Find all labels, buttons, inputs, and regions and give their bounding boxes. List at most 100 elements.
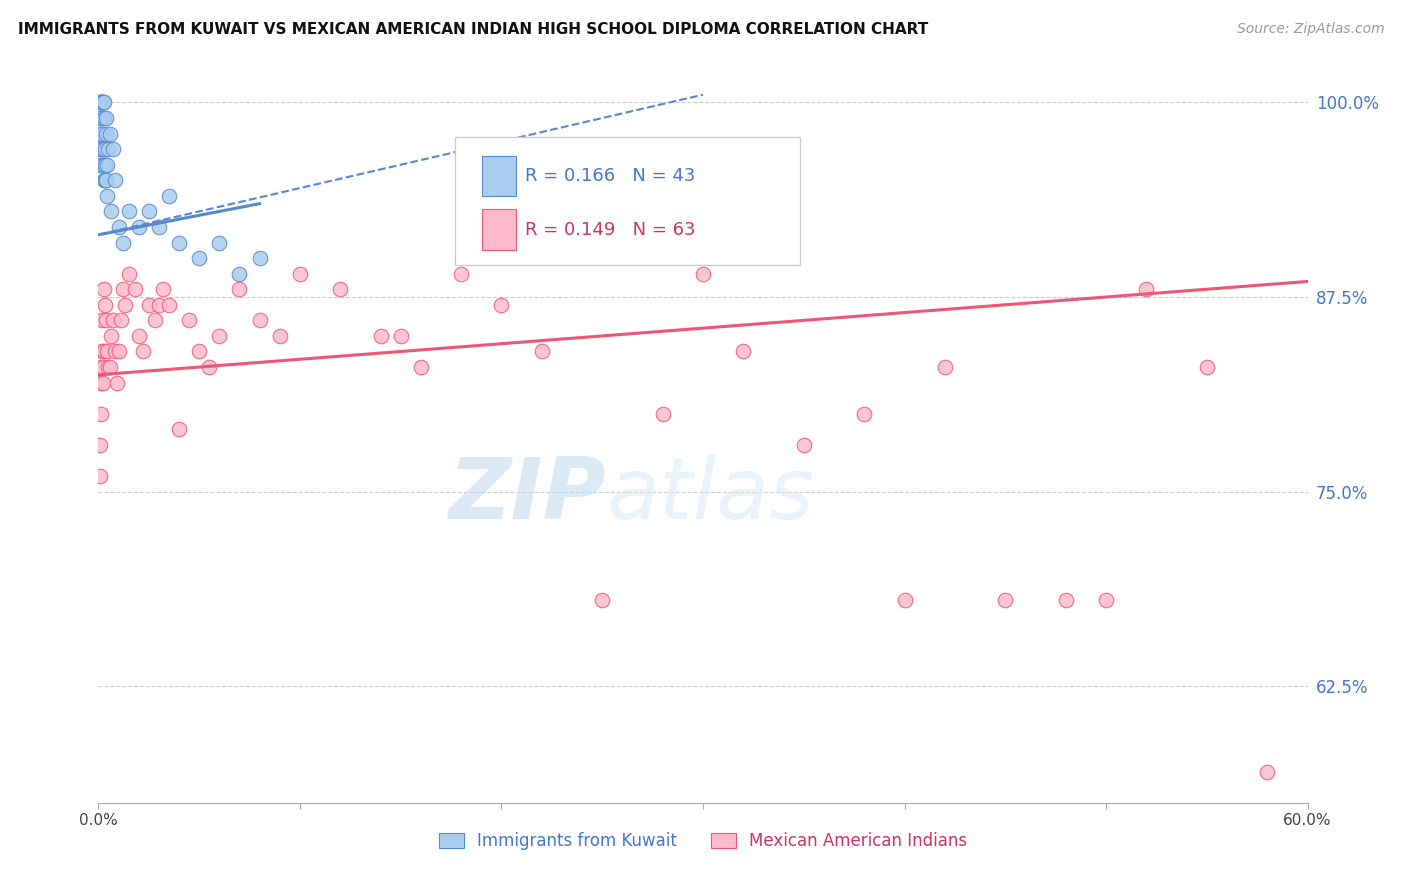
- Point: [1095, 593, 1118, 607]
- Point: [91, 313, 114, 327]
- Point: [98, 359, 121, 374]
- Point: [107, 219, 129, 234]
- Point: [591, 593, 613, 607]
- Point: [89, 142, 111, 156]
- Point: [93, 95, 115, 110]
- Point: [198, 359, 221, 374]
- Legend: Immigrants from Kuwait, Mexican American Indians: Immigrants from Kuwait, Mexican American…: [432, 825, 974, 856]
- Point: [152, 282, 174, 296]
- Point: [93, 173, 115, 187]
- Point: [450, 267, 472, 281]
- Point: [111, 282, 134, 296]
- Point: [90, 127, 112, 141]
- Point: [89, 95, 111, 110]
- Point: [188, 344, 211, 359]
- Point: [93, 282, 115, 296]
- Text: Source: ZipAtlas.com: Source: ZipAtlas.com: [1237, 22, 1385, 37]
- Point: [148, 219, 170, 234]
- Point: [93, 111, 115, 125]
- Point: [692, 267, 714, 281]
- Point: [107, 344, 129, 359]
- Point: [288, 267, 311, 281]
- Text: R = 0.166   N = 43: R = 0.166 N = 43: [526, 167, 696, 186]
- Bar: [482, 210, 516, 250]
- Point: [91, 359, 114, 374]
- Point: [188, 251, 211, 265]
- Point: [1195, 359, 1218, 374]
- Point: [118, 267, 141, 281]
- Point: [89, 469, 111, 483]
- Point: [1135, 282, 1157, 296]
- Point: [249, 251, 271, 265]
- Point: [97, 359, 120, 374]
- Point: [934, 359, 956, 374]
- Point: [98, 127, 121, 141]
- Point: [94, 298, 117, 312]
- Point: [651, 407, 673, 421]
- Point: [94, 142, 117, 156]
- Point: [101, 313, 124, 327]
- Point: [90, 95, 112, 110]
- Point: [370, 329, 392, 343]
- Point: [105, 376, 128, 390]
- Point: [101, 142, 124, 156]
- Point: [96, 313, 118, 327]
- Point: [208, 329, 231, 343]
- Point: [91, 95, 114, 110]
- Point: [90, 111, 112, 125]
- Point: [94, 127, 117, 141]
- Point: [148, 298, 170, 312]
- Point: [793, 438, 815, 452]
- Point: [90, 407, 112, 421]
- Point: [128, 329, 150, 343]
- Point: [409, 359, 432, 374]
- Point: [228, 267, 250, 281]
- Point: [89, 111, 111, 125]
- Point: [530, 344, 553, 359]
- Point: [94, 158, 117, 172]
- Point: [157, 189, 180, 203]
- Point: [89, 158, 111, 172]
- Text: atlas: atlas: [606, 454, 814, 537]
- Point: [96, 111, 118, 125]
- Point: [90, 142, 112, 156]
- Point: [1054, 593, 1077, 607]
- Point: [90, 376, 112, 390]
- Bar: [482, 156, 516, 196]
- Point: [167, 235, 190, 250]
- Point: [93, 344, 115, 359]
- Point: [103, 344, 125, 359]
- Point: [96, 173, 118, 187]
- Point: [103, 173, 125, 187]
- Point: [179, 313, 201, 327]
- Point: [93, 376, 115, 390]
- Point: [269, 329, 291, 343]
- Point: [110, 313, 132, 327]
- Point: [249, 313, 271, 327]
- Point: [491, 298, 513, 312]
- Point: [132, 344, 155, 359]
- Point: [114, 298, 136, 312]
- Point: [91, 127, 114, 141]
- Point: [228, 282, 250, 296]
- Point: [124, 282, 146, 296]
- Point: [91, 142, 114, 156]
- Point: [853, 407, 876, 421]
- Text: IMMIGRANTS FROM KUWAIT VS MEXICAN AMERICAN INDIAN HIGH SCHOOL DIPLOMA CORRELATIO: IMMIGRANTS FROM KUWAIT VS MEXICAN AMERIC…: [18, 22, 928, 37]
- Point: [96, 158, 118, 172]
- Point: [329, 282, 352, 296]
- Point: [89, 359, 111, 374]
- Point: [94, 173, 117, 187]
- Point: [100, 329, 122, 343]
- Point: [893, 593, 915, 607]
- Point: [994, 593, 1017, 607]
- Point: [1256, 764, 1278, 779]
- Text: R = 0.149   N = 63: R = 0.149 N = 63: [526, 220, 696, 238]
- Point: [90, 95, 112, 110]
- Point: [128, 219, 150, 234]
- FancyBboxPatch shape: [456, 137, 800, 265]
- Point: [111, 235, 134, 250]
- Point: [100, 204, 122, 219]
- Point: [733, 344, 755, 359]
- Point: [389, 329, 412, 343]
